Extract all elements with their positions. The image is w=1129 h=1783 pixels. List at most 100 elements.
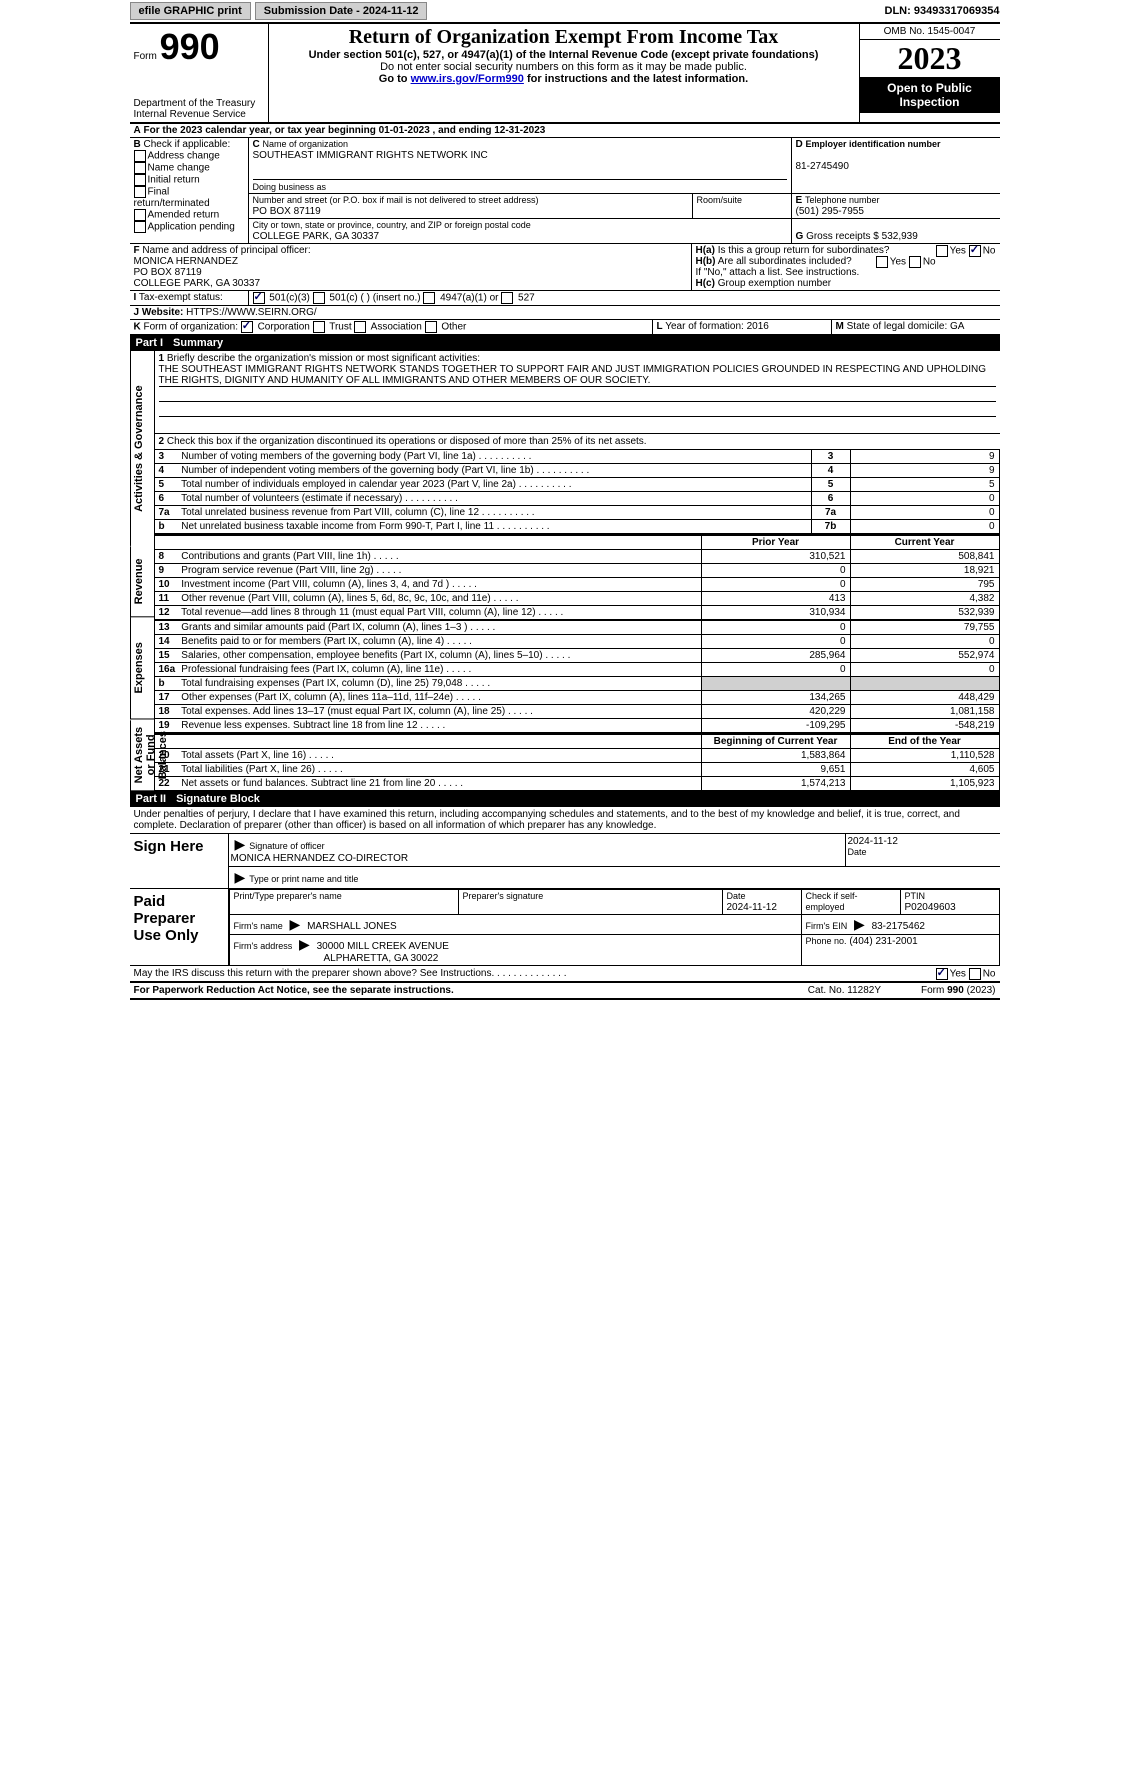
- sign-here-block: Sign Here Signature of officer MONICA HE…: [130, 834, 1000, 889]
- table-row: 13 Grants and similar amounts paid (Part…: [155, 621, 1000, 635]
- sig-date-val: 2024-11-12: [848, 836, 898, 847]
- trust-checkbox[interactable]: [313, 321, 325, 333]
- prep-name-label: Print/Type preparer's name: [234, 891, 342, 901]
- ha-no-checkbox[interactable]: [969, 245, 981, 257]
- discuss-no-checkbox[interactable]: [969, 968, 981, 980]
- officer-addr1: PO BOX 87119: [134, 267, 202, 278]
- col-prior: Prior Year: [701, 535, 850, 550]
- efile-print-button[interactable]: efile GRAPHIC print: [130, 2, 251, 20]
- assoc-checkbox[interactable]: [354, 321, 366, 333]
- self-employed-label: Check if self-employed: [806, 891, 858, 912]
- 501c-checkbox[interactable]: [313, 292, 325, 304]
- year-footer: 2023: [970, 985, 992, 996]
- table-row: 4 Number of independent voting members o…: [155, 464, 1000, 478]
- table-row: 15 Salaries, other compensation, employe…: [155, 649, 1000, 663]
- 527-label: 527: [518, 293, 535, 304]
- perjury-statement: Under penalties of perjury, I declare th…: [130, 807, 1000, 834]
- table-row: 21 Total liabilities (Part X, line 26) .…: [155, 763, 1000, 777]
- sig-date-label: Date: [848, 847, 867, 857]
- part2-header: Part II Signature Block: [130, 791, 1000, 807]
- paid-preparer-label: Paid Preparer Use Only: [130, 889, 229, 965]
- dom-value: GA: [950, 321, 964, 332]
- tax-status-label: Tax-exempt status:: [139, 292, 223, 303]
- goto-pre: Go to: [379, 73, 411, 85]
- no-label: No: [983, 969, 996, 980]
- street-value: PO BOX 87119: [253, 206, 321, 217]
- sig-type-label: Type or print name and title: [249, 874, 358, 884]
- officer-label: Name and address of principal officer:: [142, 245, 310, 256]
- side-revenue: Revenue: [130, 546, 154, 617]
- ssn-warning: Do not enter social security numbers on …: [273, 61, 855, 73]
- sign-here-label: Sign Here: [130, 834, 229, 888]
- name-change-checkbox[interactable]: [134, 162, 146, 174]
- website-value: HTTPS://WWW.SEIRN.ORG/: [186, 307, 317, 318]
- discuss-text: May the IRS discuss this return with the…: [134, 968, 495, 979]
- ein-value: 81-2745490: [796, 161, 849, 172]
- revenue-table: Prior YearCurrent Year 8 Contributions a…: [155, 534, 1000, 620]
- firm-phone-label: Phone no.: [806, 936, 847, 946]
- corp-checkbox[interactable]: [241, 321, 253, 333]
- firm-addr-label: Firm's address: [234, 941, 293, 951]
- table-row: 22 Net assets or fund balances. Subtract…: [155, 777, 1000, 791]
- paid-preparer-block: Paid Preparer Use Only Print/Type prepar…: [130, 889, 1000, 966]
- firm-phone-value: (404) 231-2001: [849, 936, 917, 947]
- footer-row: For Paperwork Reduction Act Notice, see …: [130, 983, 1000, 998]
- 527-checkbox[interactable]: [501, 292, 513, 304]
- table-row: 12 Total revenue—add lines 8 through 11 …: [155, 606, 1000, 620]
- final-return-checkbox[interactable]: [134, 186, 146, 198]
- other-checkbox[interactable]: [425, 321, 437, 333]
- ha-label: Is this a group return for subordinates?: [718, 245, 890, 256]
- cat-no: Cat. No. 11282Y: [808, 985, 881, 996]
- tax-year: 2023: [860, 40, 1000, 77]
- yr-label: Year of formation:: [665, 321, 744, 332]
- firm-ein-label: Firm's EIN: [806, 921, 848, 931]
- form-number: 990: [160, 26, 220, 67]
- line1: 1 Briefly describe the organization's mi…: [155, 351, 1000, 434]
- application-pending-checkbox[interactable]: [134, 221, 146, 233]
- formorg-row: K Form of organization: Corporation Trus…: [130, 320, 1000, 335]
- hb-no-checkbox[interactable]: [909, 256, 921, 268]
- ptin-label: PTIN: [905, 891, 926, 901]
- officer-addr2: COLLEGE PARK, GA 30337: [134, 278, 261, 289]
- form-title: Return of Organization Exempt From Incom…: [273, 26, 855, 49]
- phone-label: Telephone number: [805, 195, 880, 205]
- table-row: b Net unrelated business taxable income …: [155, 520, 1000, 534]
- table-row: 3 Number of voting members of the govern…: [155, 450, 1000, 464]
- yr-value: 2016: [747, 321, 769, 332]
- 501c3-checkbox[interactable]: [253, 292, 265, 304]
- address-change-checkbox[interactable]: [134, 150, 146, 162]
- line2: 2 Check this box if the organization dis…: [155, 434, 1000, 449]
- corp-label: Corporation: [258, 322, 310, 333]
- governance-table: 3 Number of voting members of the govern…: [155, 449, 1000, 534]
- period-text: For the 2023 calendar year, or tax year …: [144, 125, 546, 136]
- trust-label: Trust: [329, 322, 351, 333]
- form-subtitle: Under section 501(c), 527, or 4947(a)(1)…: [273, 49, 855, 61]
- submission-date: Submission Date - 2024-11-12: [255, 2, 428, 20]
- amended-return-checkbox[interactable]: [134, 209, 146, 221]
- part2-label: Part II: [136, 793, 177, 805]
- gross-value: 532,939: [882, 231, 918, 242]
- form-word: Form: [134, 51, 157, 62]
- part1-heading: Summary: [173, 337, 223, 349]
- 501c-label: 501(c) ( ) (insert no.): [329, 293, 420, 304]
- omb-number: OMB No. 1545-0047: [860, 24, 1000, 40]
- 4947-checkbox[interactable]: [423, 292, 435, 304]
- amended-return-label: Amended return: [148, 210, 220, 221]
- tax-status-row: I Tax-exempt status: 501(c)(3) 501(c) ( …: [130, 291, 1000, 306]
- goto-post: for instructions and the latest informat…: [527, 73, 748, 85]
- q1-label: Briefly describe the organization's miss…: [167, 353, 480, 364]
- prep-sig-label: Preparer's signature: [463, 891, 544, 901]
- col-beginning: Beginning of Current Year: [701, 734, 850, 749]
- ha-yes-checkbox[interactable]: [936, 245, 948, 257]
- address-change-label: Address change: [148, 151, 220, 162]
- part2-heading: Signature Block: [176, 793, 260, 805]
- initial-return-checkbox[interactable]: [134, 174, 146, 186]
- form-header: Form 990 Department of the Treasury Inte…: [130, 24, 1000, 124]
- irs-link[interactable]: www.irs.gov/Form990: [411, 73, 524, 85]
- hb-yes-checkbox[interactable]: [876, 256, 888, 268]
- application-pending-label: Application pending: [148, 222, 235, 233]
- part1-header: Part I Summary: [130, 335, 1000, 351]
- form-990-page: efile GRAPHIC print Submission Date - 20…: [130, 0, 1000, 1000]
- discuss-yes-checkbox[interactable]: [936, 968, 948, 980]
- efile-topbar: efile GRAPHIC print Submission Date - 20…: [130, 0, 1000, 24]
